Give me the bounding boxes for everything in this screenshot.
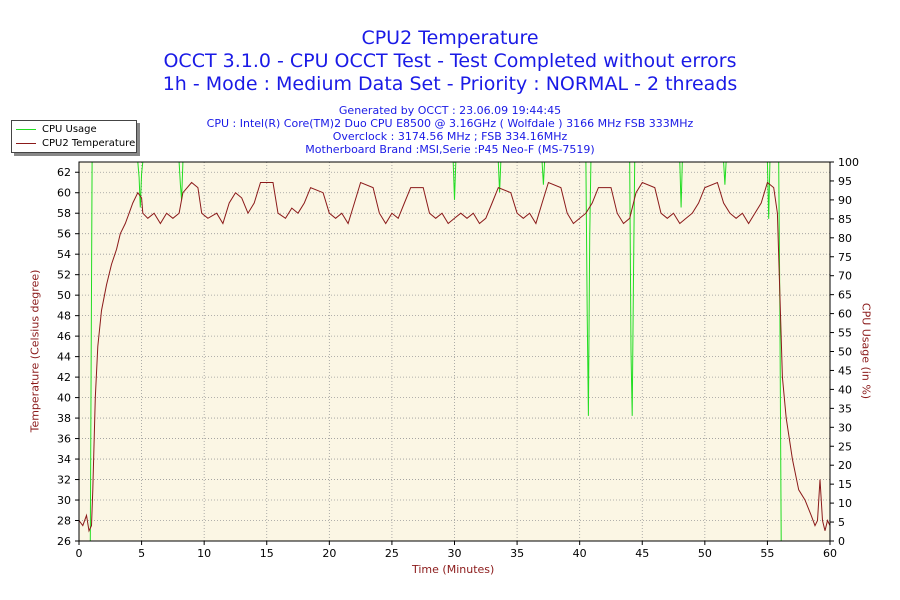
y2-tick-label: 90 — [838, 194, 852, 207]
x-axis-title: Time (Minutes) — [412, 563, 495, 576]
y2-tick-label: 5 — [838, 516, 845, 529]
x-tick-label: 20 — [322, 547, 336, 560]
y-tick-label: 38 — [57, 412, 71, 425]
y2-tick-label: 0 — [838, 535, 845, 548]
x-tick-label: 0 — [76, 547, 83, 560]
chart-subtitle-test: OCCT 3.1.0 - CPU OCCT Test - Test Comple… — [163, 50, 737, 72]
y-tick-label: 36 — [57, 433, 71, 446]
y2-tick-label: 15 — [838, 478, 852, 491]
info-generated: Generated by OCCT : 23.06.09 19:44:45 — [338, 104, 562, 117]
x-tick-label: 30 — [448, 547, 462, 560]
y2-tick-label: 95 — [838, 175, 852, 188]
y-tick-label: 44 — [57, 351, 71, 364]
y-tick-label: 46 — [57, 330, 71, 343]
y2-tick-label: 60 — [838, 308, 852, 321]
y-tick-label: 34 — [57, 453, 71, 466]
y2-tick-label: 45 — [838, 364, 852, 377]
y-tick-label: 48 — [57, 310, 71, 323]
y-tick-label: 40 — [57, 392, 71, 405]
y2-tick-label: 30 — [838, 421, 852, 434]
chart-title: CPU2 Temperature — [361, 27, 539, 49]
y-tick-label: 54 — [57, 248, 71, 261]
y-tick-label: 28 — [57, 515, 71, 528]
y2-tick-label: 35 — [838, 402, 852, 415]
axes: 0 5 10 15 20 25 30 35 40 45 50 55 602628303234363840… — [57, 156, 859, 560]
y2-tick-label: 40 — [838, 383, 852, 396]
y-tick-label: 30 — [57, 494, 71, 507]
y-tick-label: 50 — [57, 289, 71, 302]
y-axis-title: Temperature (Celsius degree) — [28, 269, 42, 433]
y2-tick-label: 20 — [838, 459, 852, 472]
y2-tick-label: 50 — [838, 346, 852, 359]
legend-swatch-cpu-usage — [16, 129, 36, 130]
y2-tick-label: 55 — [838, 327, 852, 340]
info-cpu: CPU : Intel(R) Core(TM)2 Duo CPU E8500 @… — [206, 117, 694, 130]
y2-axis-title: CPU Usage (in %) — [859, 302, 873, 400]
y2-tick-label: 100 — [838, 156, 859, 169]
x-tick-label: 35 — [510, 547, 524, 560]
x-tick-label: 25 — [385, 547, 399, 560]
info-overclock: Overclock : 3174.56 MHz ; FSB 334.16MHz — [332, 130, 568, 143]
series-line-cpu2-temperature — [78, 181, 831, 533]
y-tick-label: 60 — [57, 187, 71, 200]
grid — [79, 162, 830, 542]
x-tick-label: 40 — [573, 547, 587, 560]
x-tick-label: 5 — [138, 547, 145, 560]
chart-subtitle-mode: 1h - Mode : Medium Data Set - Priority :… — [162, 73, 738, 95]
x-tick-label: 15 — [260, 547, 274, 560]
y2-tick-label: 85 — [838, 213, 852, 226]
x-tick-label: 60 — [823, 547, 837, 560]
y2-tick-label: 80 — [838, 232, 852, 245]
y-tick-label: 32 — [57, 474, 71, 487]
info-motherboard: Motherboard Brand :MSI,Serie :P45 Neo-F … — [305, 143, 595, 156]
y2-tick-label: 70 — [838, 270, 852, 283]
legend-label-cpu-usage: CPU Usage — [42, 124, 97, 135]
y-tick-label: 26 — [57, 535, 71, 548]
x-tick-label: 45 — [635, 547, 649, 560]
legend-item-cpu2-temperature: CPU2 Temperature — [16, 137, 135, 150]
x-tick-label: 10 — [197, 547, 211, 560]
y2-tick-label: 75 — [838, 251, 852, 264]
y-tick-label: 42 — [57, 371, 71, 384]
legend-item-cpu-usage: CPU Usage — [16, 123, 97, 136]
y-tick-label: 58 — [57, 207, 71, 220]
legend-label-cpu2-temperature: CPU2 Temperature — [42, 138, 136, 149]
legend: CPU Usage CPU2 Temperature — [11, 120, 137, 153]
y2-tick-label: 10 — [838, 497, 852, 510]
y-tick-label: 52 — [57, 269, 71, 282]
y2-tick-label: 65 — [838, 289, 852, 302]
x-tick-label: 55 — [760, 547, 774, 560]
y-tick-label: 56 — [57, 228, 71, 241]
y2-tick-label: 25 — [838, 440, 852, 453]
x-tick-label: 50 — [698, 547, 712, 560]
legend-swatch-cpu2-temperature — [16, 143, 36, 144]
y-tick-label: 62 — [57, 166, 71, 179]
